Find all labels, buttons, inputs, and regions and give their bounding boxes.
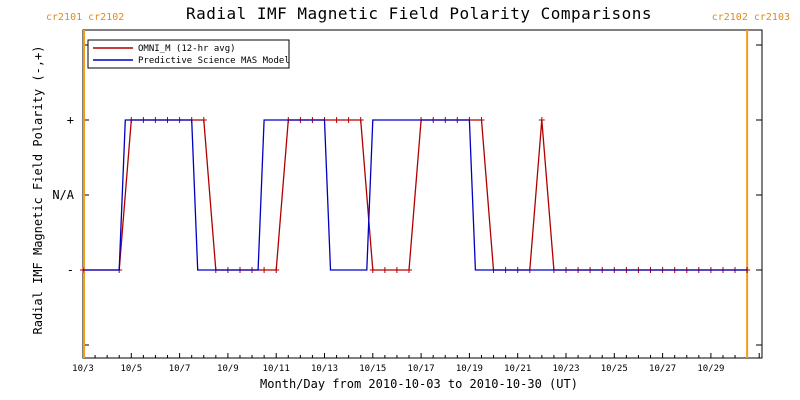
x-tick-label: 10/29 bbox=[697, 364, 724, 374]
rotation-markers-group bbox=[83, 30, 749, 358]
x-tick-label: 10/25 bbox=[601, 364, 628, 374]
data-point-marker bbox=[357, 117, 364, 123]
series-line-mas bbox=[83, 119, 748, 271]
data-point-marker bbox=[381, 267, 388, 273]
x-tick-label: 10/19 bbox=[456, 364, 483, 374]
data-point-marker bbox=[538, 117, 545, 123]
legend-label-omni: OMNI_M (12-hr avg) bbox=[138, 44, 236, 54]
x-tick-label: 10/9 bbox=[217, 364, 239, 374]
ticks-group: 10/3 10/5 10/7 10/9 10/11 10/13 10/15 10/17 10/1… bbox=[52, 44, 762, 374]
legend-box bbox=[87, 39, 290, 69]
x-axis-label: Month/Day from 2010-10-03 to 2010-10-30 … bbox=[260, 377, 578, 391]
data-point-marker bbox=[369, 267, 376, 273]
data-point-marker bbox=[200, 117, 207, 123]
series-group bbox=[80, 117, 751, 273]
data-point-marker bbox=[406, 267, 412, 273]
x-tick-label: 10/3 bbox=[72, 364, 94, 374]
x-tick-label: 10/23 bbox=[552, 364, 579, 374]
data-point-marker bbox=[261, 267, 268, 273]
y-tick-label: - bbox=[67, 263, 74, 277]
y-tick-label: N/A bbox=[52, 188, 74, 202]
chart-title: Radial IMF Magnetic Field Polarity Compa… bbox=[185, 4, 653, 23]
x-tick-label: 10/17 bbox=[408, 364, 435, 374]
x-tick-label: 10/27 bbox=[649, 364, 676, 374]
data-point-marker bbox=[333, 117, 340, 123]
y-tick-label: + bbox=[67, 113, 74, 127]
plot-frame bbox=[82, 29, 763, 359]
x-tick-label: 10/15 bbox=[359, 364, 386, 374]
rotation-label-left: cr2101 cr2102 bbox=[46, 12, 125, 23]
data-point-marker bbox=[273, 267, 280, 273]
legend: OMNI_M (12-hr avg) Predictive Science MA… bbox=[87, 39, 290, 69]
rotation-label-right: cr2102 cr2103 bbox=[711, 12, 790, 23]
data-point-marker bbox=[393, 267, 400, 273]
data-point-marker bbox=[478, 117, 485, 123]
x-tick-label: 10/21 bbox=[504, 364, 531, 374]
data-point-marker bbox=[345, 117, 352, 123]
x-tick-label: 10/5 bbox=[120, 364, 142, 374]
series-line-omni bbox=[83, 119, 748, 271]
x-tick-label: 10/7 bbox=[169, 364, 191, 374]
x-tick-label: 10/13 bbox=[311, 364, 338, 374]
legend-label-mas: Predictive Science MAS Model bbox=[138, 56, 290, 66]
x-tick-label: 10/11 bbox=[263, 364, 290, 374]
